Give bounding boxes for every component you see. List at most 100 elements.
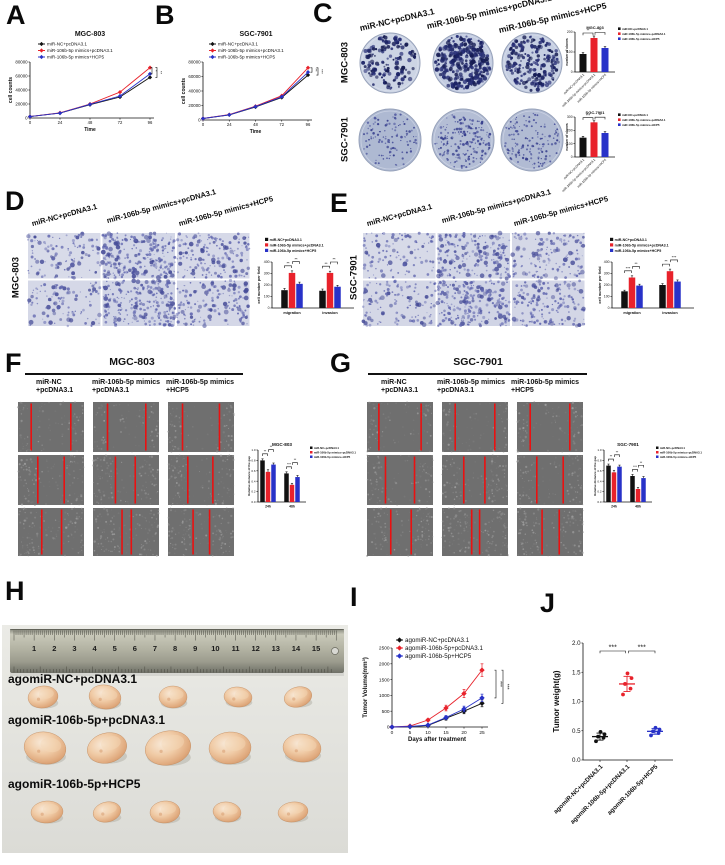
- svg-text:0.6: 0.6: [251, 469, 256, 473]
- svg-text:***: ***: [626, 265, 631, 270]
- svg-text:200: 200: [264, 283, 270, 287]
- svg-text:miR-NC+pcDNA3.1: miR-NC+pcDNA3.1: [47, 42, 87, 47]
- svg-text:Time: Time: [250, 129, 262, 135]
- wound-f-col3-line1: miR-106b-5p mimics: [166, 379, 235, 386]
- svg-text:**: **: [286, 260, 290, 265]
- svg-text:SGC-7901: SGC-7901: [239, 31, 272, 38]
- svg-text:***: ***: [672, 255, 677, 260]
- panel-j-letter: J: [540, 588, 556, 618]
- svg-text:miR-NC+pcDNA3.1: miR-NC+pcDNA3.1: [218, 42, 258, 47]
- panel-a-chart: 0 20000 40000 60000 80000 cell counts 0 24 48 72 9…: [8, 31, 164, 133]
- svg-text:72: 72: [279, 122, 284, 127]
- svg-text:cell counts: cell counts: [8, 77, 14, 103]
- svg-text:40000: 40000: [188, 89, 201, 94]
- svg-text:80000: 80000: [188, 60, 201, 65]
- svg-text:96: 96: [148, 120, 153, 125]
- svg-text:24h: 24h: [265, 505, 271, 509]
- svg-text:migration: migration: [283, 311, 301, 315]
- wound-g-col3-line1: miR-106b-5p mimics: [511, 379, 580, 386]
- panel-g-letter: G: [330, 348, 352, 378]
- svg-text:0: 0: [571, 70, 573, 74]
- svg-text:miR-NC+pcDNA3.1: miR-NC+pcDNA3.1: [270, 238, 302, 242]
- panel-i-letter: I: [350, 582, 358, 612]
- svg-text:miR-106b-5p mimics+pcDNA3.1: miR-106b-5p mimics+pcDNA3.1: [622, 32, 666, 36]
- svg-text:Relative distance of the gap: Relative distance of the gap: [247, 456, 251, 496]
- panel-f-letter: F: [5, 348, 22, 378]
- wound-f-col2-line2: +pcDNA3.1: [92, 386, 130, 394]
- svg-text:**: **: [159, 71, 164, 75]
- transwell-d-col-label-1: miR-NC+pcDNA3.1: [30, 201, 99, 228]
- wound-f-col2-line1: miR-106b-5p mimics: [92, 379, 161, 386]
- svg-text:100: 100: [264, 295, 270, 299]
- svg-text:100: 100: [567, 50, 573, 54]
- panel-b-chart: 0 20000 40000 60000 80000 cell counts 0 24 48 72 9…: [181, 31, 325, 135]
- svg-text:0: 0: [268, 306, 270, 310]
- wound-f-images: [16, 401, 235, 557]
- transwell-e-col-label-1: miR-NC+pcDNA3.1: [365, 201, 434, 228]
- svg-text:**: **: [664, 259, 668, 264]
- panel-b-letter: B: [155, 0, 175, 30]
- wound-g-col-label-3: miR-106b-5p mimics +HCP5: [511, 379, 579, 395]
- wound-g-title: SGC-7901: [453, 356, 503, 368]
- svg-text:**: **: [294, 458, 297, 462]
- svg-text:miR-106b-5p mimics+HCP5: miR-106b-5p mimics+HCP5: [218, 55, 275, 60]
- svg-text:200: 200: [567, 129, 573, 133]
- svg-text:***: ***: [287, 462, 291, 466]
- tumor-group-label-2: agomiR-106b-5p+pcDNA3.1: [8, 713, 166, 727]
- svg-text:0.0: 0.0: [251, 500, 256, 504]
- tumor-group-label-1: agomiR-NC+pcDNA3.1: [8, 672, 138, 686]
- svg-text:SGC-7901: SGC-7901: [586, 110, 606, 115]
- svg-text:200: 200: [604, 283, 610, 287]
- svg-text:miR-106b-5p mimics+HCP5: miR-106b-5p mimics+HCP5: [622, 37, 660, 41]
- svg-text:number of clones: number of clones: [565, 123, 569, 151]
- colony-chart-mgc803: 0 100 200 number of clones MGC-803 miR-NC+pcD…: [561, 25, 666, 108]
- svg-text:300: 300: [604, 272, 610, 276]
- wound-f-rule: [25, 373, 243, 375]
- svg-text:**: **: [587, 29, 590, 33]
- svg-text:MGC-803: MGC-803: [272, 442, 292, 447]
- svg-text:***: ***: [586, 113, 591, 117]
- svg-text:60000: 60000: [15, 74, 28, 79]
- svg-text:0: 0: [202, 122, 205, 127]
- svg-text:40000: 40000: [15, 88, 28, 93]
- wound-g-col1-line1: miR-NC: [381, 379, 407, 386]
- svg-text:**: **: [634, 261, 638, 266]
- svg-text:miR-106b-5p mimics+pcDNA3.1: miR-106b-5p mimics+pcDNA3.1: [218, 48, 284, 53]
- svg-text:invasion: invasion: [322, 311, 338, 315]
- svg-text:100: 100: [567, 142, 573, 146]
- transwell-d-row-label: MGC-803: [10, 256, 22, 299]
- svg-text:cell number per field: cell number per field: [257, 266, 261, 304]
- svg-text:cell number per field: cell number per field: [598, 266, 602, 304]
- wound-g-col-label-1: miR-NC +pcDNA3.1: [381, 379, 418, 395]
- svg-text:100: 100: [604, 295, 610, 299]
- svg-text:80000: 80000: [15, 60, 28, 65]
- wound-f-col-label-3: miR-106b-5p mimics +HCP5: [166, 379, 234, 395]
- svg-text:300: 300: [567, 115, 573, 119]
- panel-c-letter: C: [313, 0, 333, 28]
- svg-text:**: **: [294, 256, 298, 261]
- svg-text:miR-106b-5p mimics+pcDNA3.1: miR-106b-5p mimics+pcDNA3.1: [615, 244, 669, 248]
- svg-text:miR-106b-5p mimics+HCP5: miR-106b-5p mimics+HCP5: [622, 123, 660, 127]
- wound-g-col-label-2: miR-106b-5p mimics +pcDNA3.1: [437, 379, 505, 395]
- svg-text:miR-NC+pcDNA3.1: miR-NC+pcDNA3.1: [622, 27, 648, 31]
- wound-g-col3-line2: +HCP5: [511, 386, 534, 394]
- svg-text:number of clones: number of clones: [565, 38, 569, 66]
- svg-text:0: 0: [25, 116, 28, 121]
- colony-row-label-sgc7901: SGC-7901: [339, 117, 351, 162]
- svg-text:1.0: 1.0: [251, 448, 256, 452]
- svg-text:20000: 20000: [188, 103, 201, 108]
- colony-row-label-mgc803: MGC-803: [339, 41, 351, 84]
- svg-text:48: 48: [253, 122, 258, 127]
- svg-text:20000: 20000: [15, 102, 28, 107]
- svg-text:**: **: [599, 28, 602, 32]
- svg-text:0: 0: [571, 155, 573, 159]
- svg-text:0: 0: [198, 118, 201, 123]
- svg-text:0: 0: [29, 120, 32, 125]
- svg-text:0.8: 0.8: [251, 458, 256, 462]
- svg-text:miR-106b-5p mimics+pcDNA3.1: miR-106b-5p mimics+pcDNA3.1: [314, 451, 356, 455]
- wound-f-col-label-2: miR-106b-5p mimics +pcDNA3.1: [92, 379, 160, 395]
- svg-text:200: 200: [567, 30, 573, 34]
